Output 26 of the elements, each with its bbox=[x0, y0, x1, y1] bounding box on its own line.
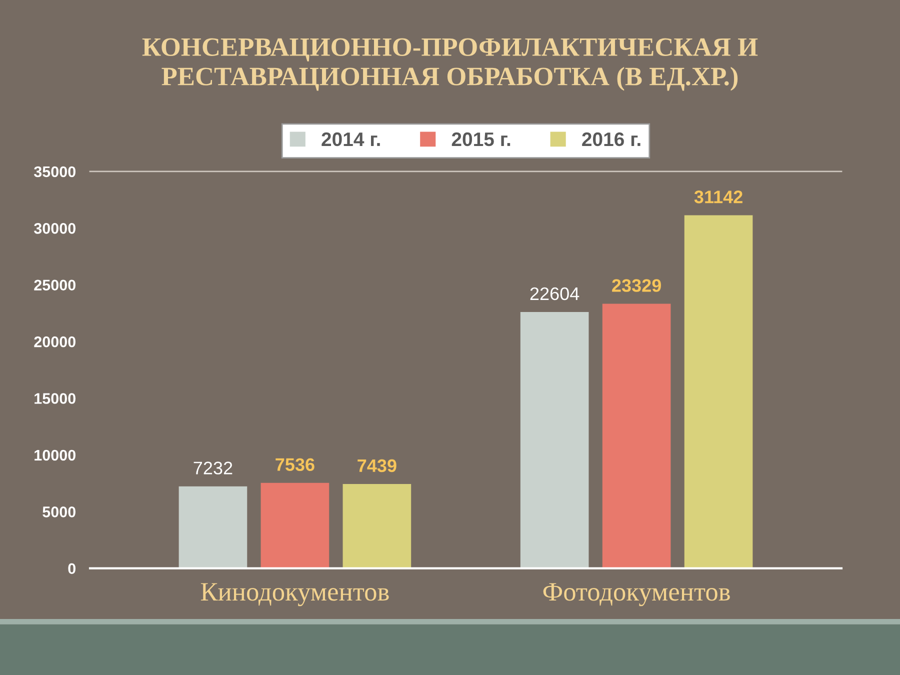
y-tick-label: 10000 bbox=[34, 450, 76, 461]
y-tick-label: 15000 bbox=[34, 393, 76, 404]
data-label: 7232 bbox=[194, 462, 232, 474]
legend-label: 2014 г. bbox=[322, 132, 380, 146]
y-tick-label: 5000 bbox=[42, 506, 76, 518]
legend-label: 2015 г. bbox=[452, 132, 510, 146]
bar bbox=[260, 482, 330, 568]
data-label: 31142 bbox=[694, 190, 742, 204]
y-tick-label: 20000 bbox=[34, 336, 76, 348]
legend-label: 2016 г. bbox=[582, 132, 640, 146]
bar bbox=[684, 215, 753, 568]
y-tick-label: 30000 bbox=[34, 223, 76, 234]
data-label: 7536 bbox=[276, 458, 314, 472]
y-tick-label: 25000 bbox=[34, 280, 76, 291]
y-tick-label: 0 bbox=[68, 563, 76, 574]
x-tick-label: Фотодокументов bbox=[543, 583, 730, 606]
chart-title: КОНСЕРВАЦИОННО-ПРОФИЛАКТИЧЕСКАЯ И РЕСТАВРАЦИОННАЯ ОБРАБОТКА (В ЕД.ХР.) bbox=[142, 38, 758, 91]
data-label: 7439 bbox=[358, 459, 396, 472]
y-tick-label: 35000 bbox=[34, 166, 76, 178]
x-tick-label: Кинодокументов bbox=[200, 583, 389, 606]
bar bbox=[178, 486, 248, 568]
bar bbox=[342, 484, 412, 568]
bar bbox=[602, 304, 671, 568]
data-label: 23329 bbox=[612, 279, 661, 292]
bar bbox=[520, 312, 589, 568]
data-label: 22604 bbox=[530, 287, 580, 300]
